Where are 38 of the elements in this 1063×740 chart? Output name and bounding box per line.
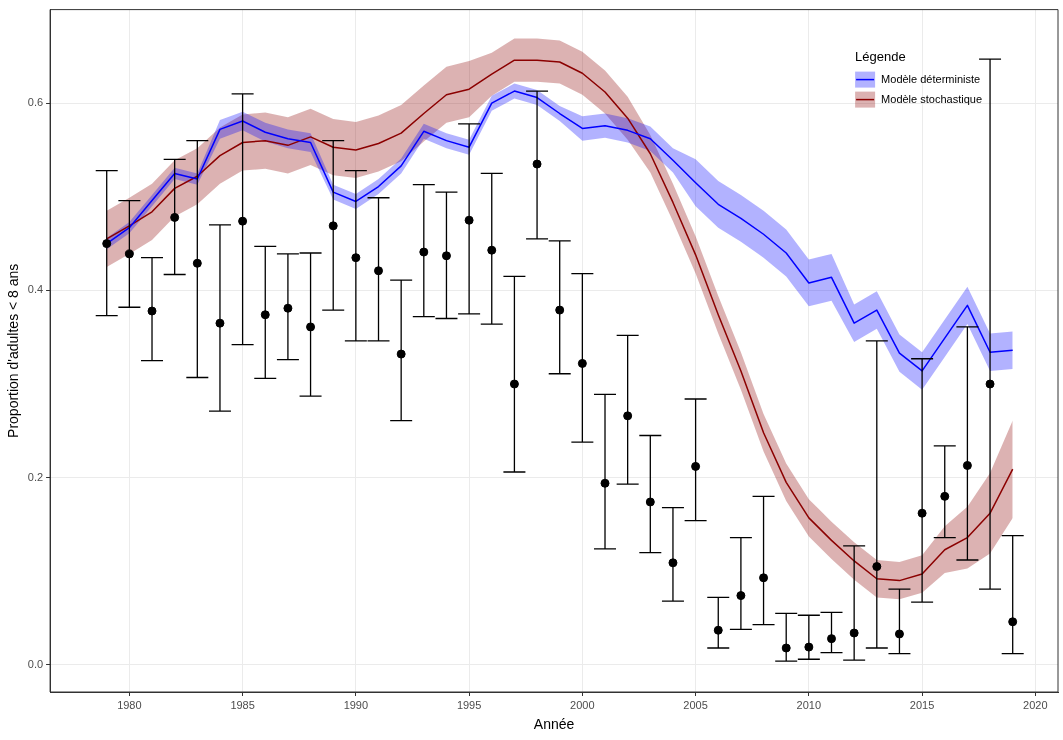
point xyxy=(192,258,202,268)
point xyxy=(759,573,769,583)
x-tick-label: 1990 xyxy=(343,698,369,711)
x-tick-label: 2000 xyxy=(570,698,595,711)
x-tick-label: 2020 xyxy=(1023,698,1048,711)
point xyxy=(781,643,791,653)
x-tick-label: 2015 xyxy=(909,698,935,711)
point xyxy=(827,634,836,644)
point xyxy=(962,460,972,470)
point xyxy=(940,491,950,501)
legend-label: Modèle stochastique xyxy=(881,92,983,105)
x-axis-title: Année xyxy=(533,716,575,733)
x-tick-label: 1980 xyxy=(117,698,142,711)
point xyxy=(577,358,587,368)
point xyxy=(849,628,859,638)
y-tick-label: 0.2 xyxy=(27,470,44,483)
point xyxy=(623,411,633,421)
point xyxy=(872,562,882,572)
point xyxy=(102,239,112,249)
point xyxy=(1008,617,1018,627)
legend-label: Modèle déterministe xyxy=(881,72,981,85)
x-tick-label: 1995 xyxy=(456,698,482,711)
point xyxy=(419,247,429,257)
point xyxy=(260,310,270,320)
y-axis-title: Proportion d'adultes < 8 ans xyxy=(5,263,22,438)
y-tick-label: 0.0 xyxy=(27,657,44,670)
x-tick-label: 2010 xyxy=(796,698,822,711)
point xyxy=(170,212,180,222)
x-tick-label: 1985 xyxy=(230,698,255,711)
legend-title: Légende xyxy=(855,49,906,65)
y-tick-label: 0.6 xyxy=(27,96,44,109)
y-tick-label: 0.4 xyxy=(27,283,44,296)
point xyxy=(441,251,451,261)
point xyxy=(713,625,723,635)
x-tick-label: 2005 xyxy=(683,698,708,711)
point xyxy=(328,221,338,231)
point xyxy=(691,461,701,471)
point xyxy=(238,216,248,226)
